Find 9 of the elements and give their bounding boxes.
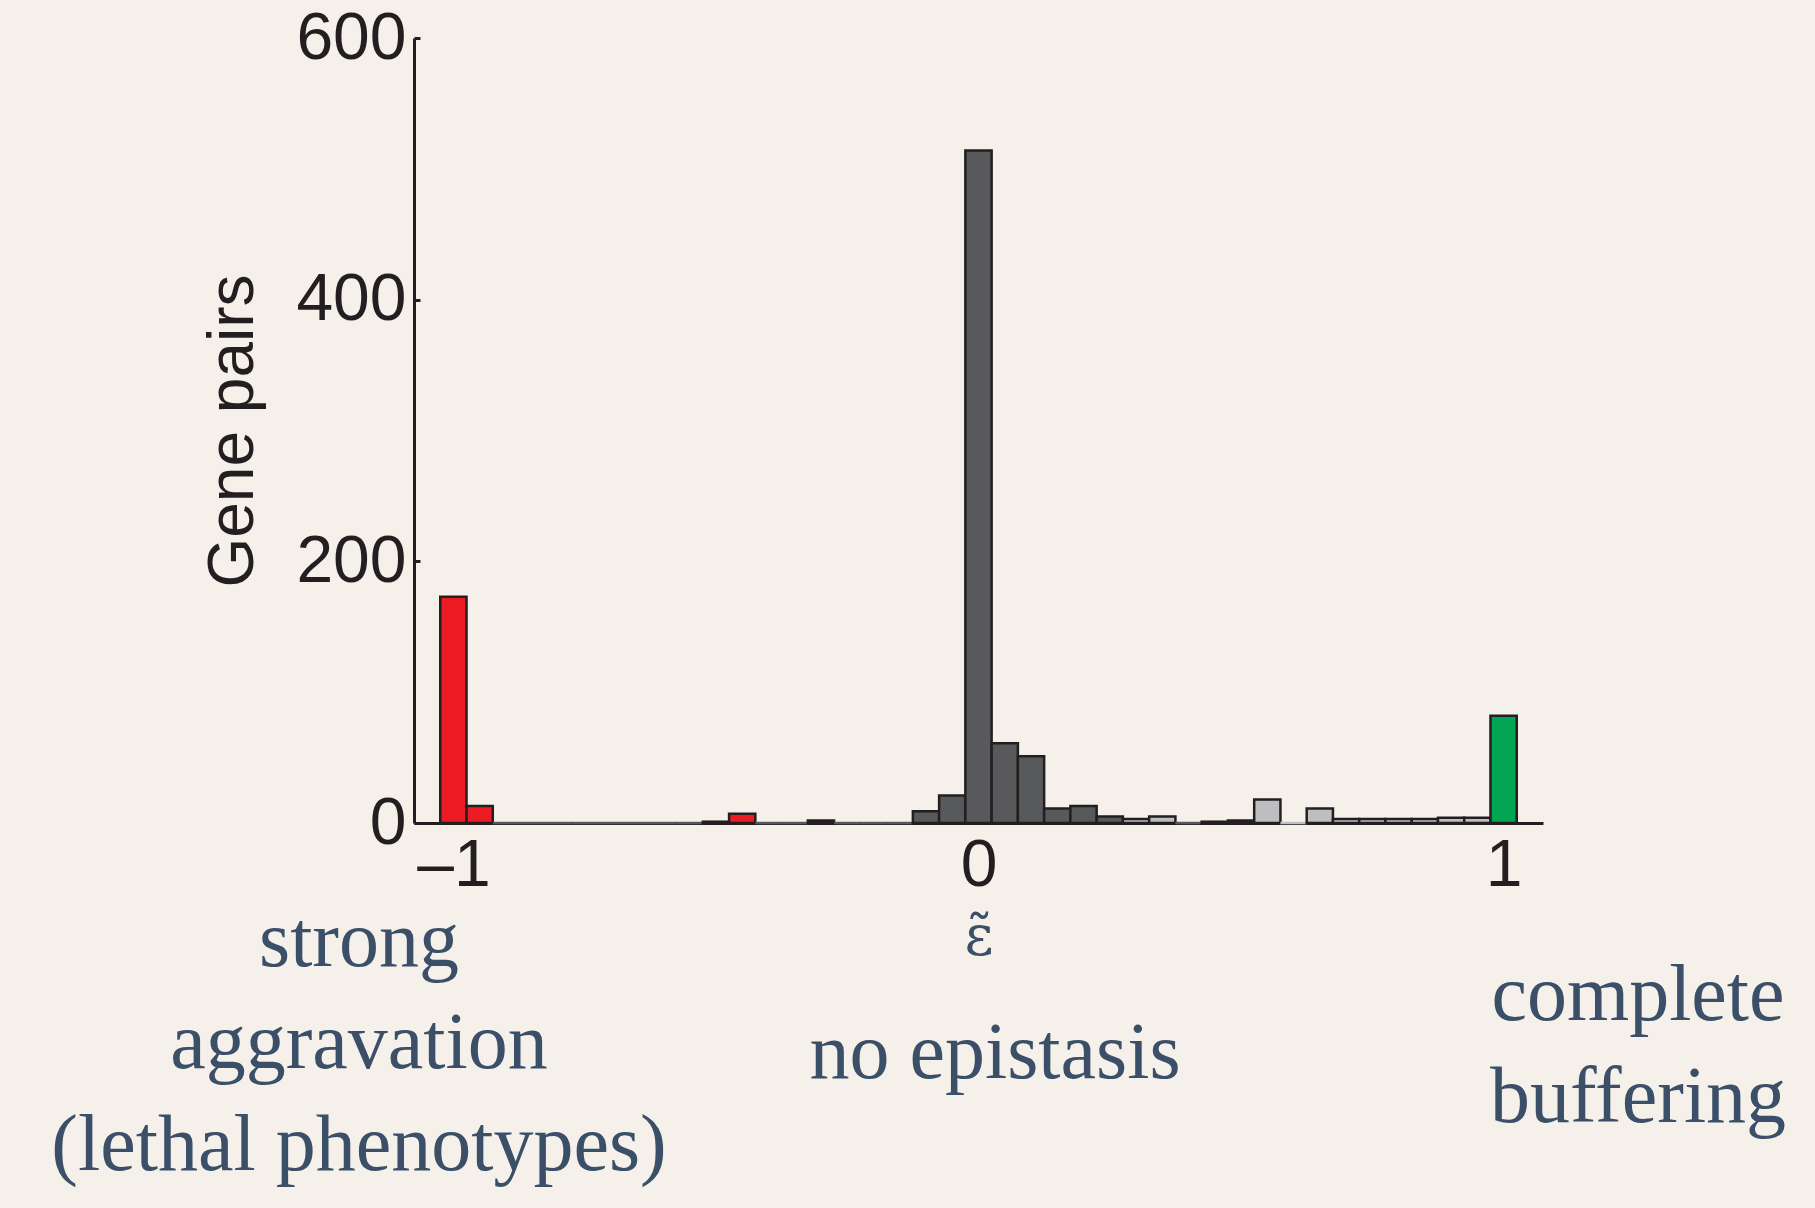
text: complete buffering xyxy=(1489,948,1787,1141)
x-axis-title: ε̃ xyxy=(964,902,994,968)
y-tick-label: 600 xyxy=(296,0,407,73)
x-tick-label: 0 xyxy=(960,825,998,900)
x-tick-label: 1 xyxy=(1485,825,1523,900)
y-axis-title: Gene pairs xyxy=(195,274,268,588)
y-tick-label: 400 xyxy=(296,260,407,335)
text: no epistasis xyxy=(809,1006,1181,1097)
y-tick-label: 200 xyxy=(296,521,407,596)
